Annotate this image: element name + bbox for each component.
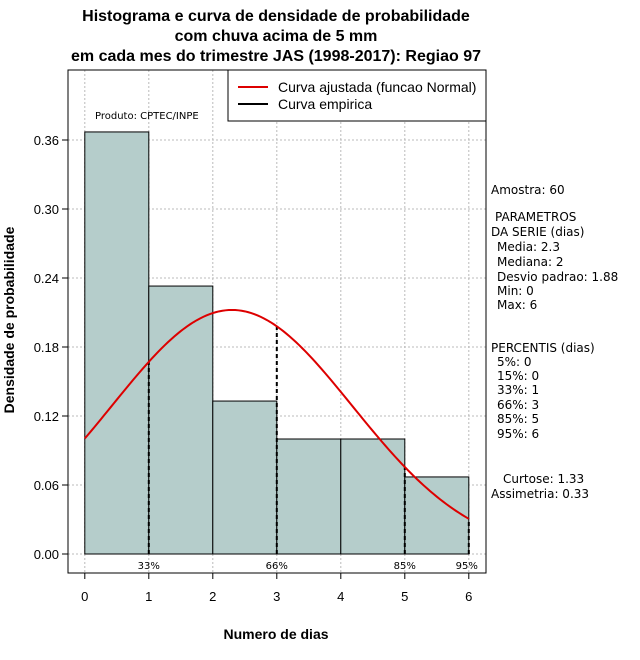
curve-layer [84, 308, 470, 520]
percentile-label-33: 33% [138, 561, 160, 572]
percentile-label-66: 66% [266, 561, 288, 572]
histogram-bar-1 [84, 131, 150, 555]
percentile-label-95: 95% [456, 561, 478, 572]
stats-sample: Amostra: 60 [491, 183, 565, 197]
stats-p66: 66%: 3 [497, 398, 539, 412]
ticks-layer: 0.00 0.06 0.12 0.18 0.24 0.30 0.36 0 1 2 3 4 5 6 [34, 133, 473, 604]
x-tick-label: 6 [465, 589, 472, 604]
x-axis-label: Numero de dias [223, 626, 328, 642]
y-axis-label: Densidade de probabilidade [1, 226, 17, 413]
stats-assimetria: Assimetria: 0.33 [491, 487, 589, 501]
stats-median: Mediana: 2 [497, 255, 564, 269]
chart-title-line-2: com chuva acima de 5 mm [175, 28, 378, 45]
stats-mean: Media: 2.3 [497, 240, 560, 254]
legend-box [227, 69, 487, 122]
percentile-label-85: 85% [394, 561, 416, 572]
y-tick-label: 0.18 [34, 340, 59, 355]
stats-p05: 5%: 0 [497, 355, 532, 369]
stats-panel: Amostra: 60 PARAMETROS DA SERIE (dias) M… [491, 183, 618, 501]
stats-p15: 15%: 0 [497, 369, 539, 383]
y-tick-label: 0.24 [34, 271, 59, 286]
stats-p95: 95%: 6 [497, 427, 539, 441]
legend: Curva ajustada (funcao Normal) Curva emp… [227, 69, 487, 122]
histogram-bar-3 [212, 400, 278, 555]
chart-title-line-3: em cada mes do trimestre JAS (1998-2017)… [71, 48, 481, 65]
y-tick-label: 0.12 [34, 409, 59, 424]
legend-label-empirical: Curva empirica [278, 96, 372, 112]
stats-min: Min: 0 [497, 284, 534, 298]
chart-title-line-1: Histograma e curva de densidade de proba… [82, 8, 470, 25]
x-tick-label: 5 [401, 589, 408, 604]
histogram-bar-5 [340, 438, 406, 555]
y-tick-label: 0.36 [34, 133, 59, 148]
stats-percentis-heading: PERCENTIS (dias) [491, 341, 595, 355]
legend-label-fitted: Curva ajustada (funcao Normal) [278, 79, 476, 95]
stats-max: Max: 6 [497, 298, 537, 312]
histogram-bar-6 [404, 476, 470, 555]
y-tick-label: 0.00 [34, 547, 59, 562]
stats-params-heading: PARAMETROS [495, 210, 576, 224]
histogram-bar-4 [276, 438, 342, 555]
stats-curtose: Curtose: 1.33 [503, 472, 584, 486]
x-tick-label: 3 [273, 589, 280, 604]
stats-sd: Desvio padrao: 1.88 [497, 270, 618, 284]
y-tick-label: 0.06 [34, 478, 59, 493]
fitted-normal-curve [84, 308, 470, 520]
x-tick-label: 1 [145, 589, 152, 604]
x-tick-label: 4 [337, 589, 344, 604]
stats-p85: 85%: 5 [497, 412, 539, 426]
stats-params-heading-2: DA SERIE (dias) [491, 225, 584, 239]
x-tick-label: 2 [209, 589, 216, 604]
percentile-layer: 33% 66% 85% 95% [138, 326, 478, 572]
y-tick-label: 0.30 [34, 202, 59, 217]
stats-p33: 33%: 1 [497, 383, 539, 397]
product-label: Produto: CPTEC/INPE [95, 111, 199, 122]
x-tick-label: 0 [81, 589, 88, 604]
histogram-bar-2 [148, 285, 214, 555]
